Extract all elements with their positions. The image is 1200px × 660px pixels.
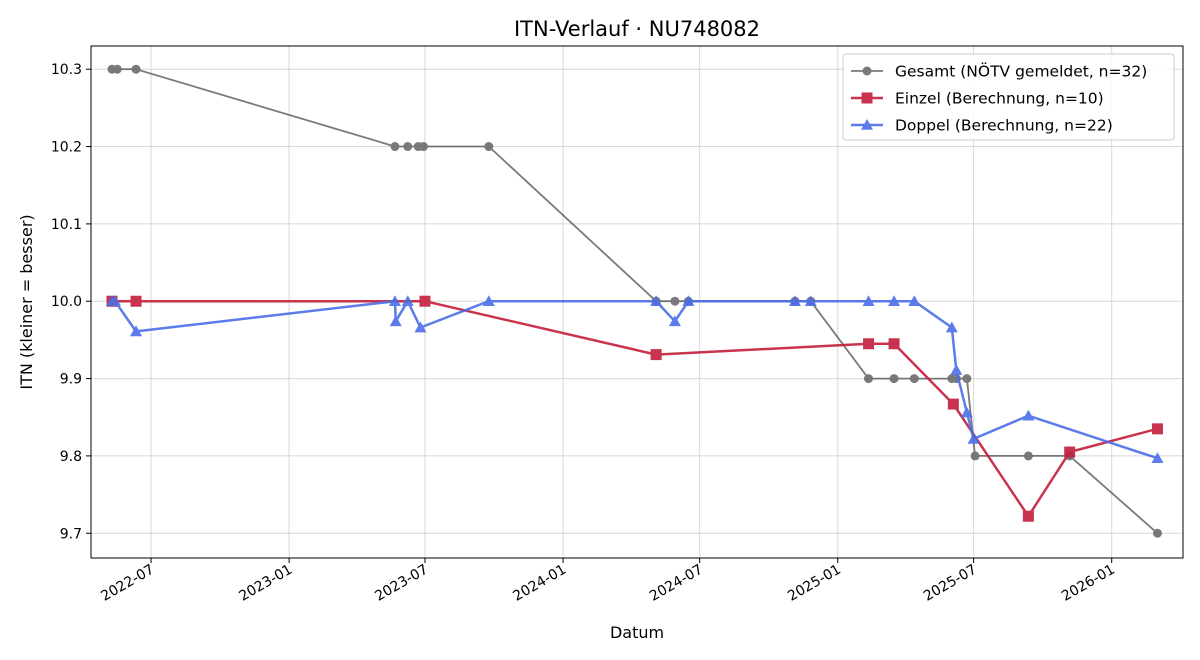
legend-marker	[861, 119, 873, 130]
series-einzel	[106, 295, 1163, 522]
y-tick-label: 9.7	[60, 526, 82, 542]
series-line	[112, 299, 1158, 518]
data-point	[945, 321, 958, 333]
data-point	[650, 295, 663, 307]
plot-frame	[90, 45, 1184, 559]
data-point	[1152, 528, 1162, 538]
x-tick-label: 2022-07	[98, 562, 157, 605]
y-tick-label: 9.9	[60, 372, 82, 388]
x-tick-label: 2024-01	[510, 562, 569, 605]
data-point	[888, 295, 901, 307]
data-point	[863, 338, 875, 350]
y-tick-label: 9.8	[60, 449, 82, 465]
y-tick-label: 10.0	[51, 294, 82, 310]
legend-item	[851, 92, 883, 104]
data-point	[418, 142, 428, 152]
data-point	[967, 432, 980, 444]
data-point	[908, 295, 921, 307]
data-point	[390, 142, 400, 152]
data-point	[403, 142, 413, 152]
data-point	[864, 374, 874, 384]
y-tick-label: 10.1	[51, 217, 82, 233]
y-tick-label: 10.3	[51, 62, 82, 78]
series-line	[112, 299, 1158, 460]
data-point	[1151, 423, 1163, 435]
legend-marker	[862, 66, 872, 76]
data-point	[682, 295, 695, 307]
x-tick-label: 2025-07	[921, 562, 980, 605]
data-point	[414, 321, 427, 333]
data-point	[804, 295, 817, 307]
data-point	[1023, 451, 1033, 461]
data-point	[388, 295, 401, 307]
y-axis: 9.7 9.8 9.9 10.0 10.1 10.2 10.3	[51, 62, 91, 542]
y-axis-label: ITN (kleiner = besser)	[17, 214, 36, 389]
data-point	[389, 315, 402, 327]
data-point	[947, 398, 959, 410]
data-point	[888, 338, 900, 350]
legend-item	[851, 66, 883, 76]
x-tick-label: 2025-01	[785, 562, 844, 605]
data-point	[889, 374, 899, 384]
x-tick-label: 2023-07	[372, 562, 431, 605]
data-point	[1151, 452, 1164, 464]
data-point	[401, 295, 414, 307]
x-tick-label: 2024-07	[647, 562, 706, 605]
chart-title: ITN-Verlauf · NU748082	[514, 17, 760, 41]
data-point	[482, 295, 495, 307]
data-point	[670, 296, 680, 306]
data-point	[668, 315, 681, 327]
x-tick-label: 2026-01	[1059, 562, 1118, 605]
y-tick-label: 10.2	[51, 140, 82, 156]
series-layer	[106, 64, 1164, 538]
data-point	[112, 64, 122, 74]
data-point	[131, 64, 141, 74]
data-point	[1022, 510, 1034, 522]
data-point	[862, 295, 875, 307]
data-point	[962, 374, 972, 384]
data-point	[650, 349, 662, 361]
legend-label: Doppel (Berechnung, n=22)	[895, 117, 1113, 135]
series-doppel	[106, 295, 1164, 464]
data-point	[950, 364, 963, 375]
x-axis: 2022-07 2023-01 2023-07 2024-01 2024-07 2025-…	[98, 558, 1118, 605]
data-point	[1022, 409, 1035, 421]
legend-box	[842, 53, 1175, 141]
legend-label: Einzel (Berechnung, n=10)	[895, 90, 1104, 108]
data-point	[419, 295, 431, 307]
legend-item	[851, 119, 883, 130]
x-axis-label: Datum	[610, 623, 664, 642]
data-point	[109, 295, 122, 307]
data-point	[970, 451, 980, 461]
legend-marker	[861, 92, 873, 104]
legend-label: Gesamt (NÖTV gemeldet, n=32)	[895, 62, 1147, 81]
legend: Gesamt (NÖTV gemeldet, n=32) Einzel (Bere…	[842, 53, 1175, 141]
x-tick-label: 2023-01	[236, 562, 295, 605]
data-point	[130, 325, 143, 337]
data-point	[1064, 446, 1076, 458]
data-point	[960, 406, 973, 418]
data-point	[484, 142, 494, 152]
data-point	[130, 295, 142, 307]
data-point	[909, 374, 919, 384]
data-point	[788, 295, 801, 307]
